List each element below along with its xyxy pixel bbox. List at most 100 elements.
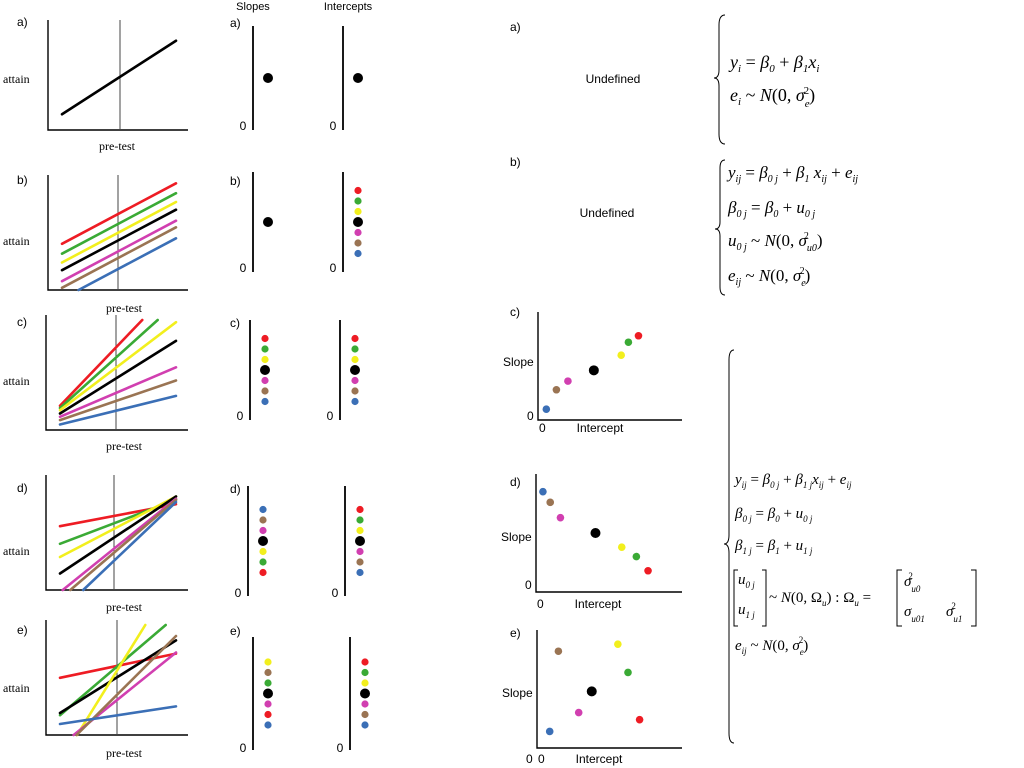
intercepts-b-dot-black [353, 217, 363, 227]
scatter-c-point-black [588, 365, 599, 376]
panel-e-y-label: attain [3, 681, 30, 695]
intercepts-a-zero: 0 [330, 119, 337, 133]
scatter-e-point-black [586, 686, 597, 697]
scatter-c-point-green [624, 338, 633, 347]
slopes-e-dot-black [263, 688, 273, 699]
scatter-d-point-brown [546, 498, 555, 507]
scatter-e-slope-label: Slope [502, 686, 533, 700]
panel-c-x-label: pre-test [106, 439, 143, 453]
slopes-c-dot-black [260, 365, 270, 375]
panel-e-line-green [58, 623, 167, 717]
slopes-d-dot-black [258, 536, 268, 546]
scatter-d-label: d) [510, 475, 521, 489]
scatter-c-point-red [634, 331, 643, 340]
panel-b: b) attain pre-test b) 0 0 [3, 172, 363, 315]
slopes-d-dot-magenta [259, 526, 267, 535]
panel-a-y-label: attain [3, 72, 30, 86]
model-b-brace [714, 159, 726, 296]
omega-right-bracket [971, 569, 977, 627]
panel-d-x-label: pre-test [106, 600, 143, 614]
panel-c-label: c) [17, 315, 27, 329]
panel-c-line-yellow [58, 320, 178, 412]
panel-a-axes [47, 20, 188, 131]
slopes-a-zero: 0 [240, 119, 247, 133]
panel-b-line-yellow [60, 200, 178, 264]
panel-d-line-brown [69, 498, 178, 592]
scatter-c-point-magenta [564, 377, 572, 385]
intercepts-e-dot-brown [361, 710, 369, 719]
panel-rows: a) attain pre-test a) 0 0 b) attain pre-test b) 0 0… [3, 15, 370, 760]
intercepts-c-dot-magenta [351, 376, 359, 385]
scatter-c: Slope 00 Intercept [503, 312, 682, 435]
panel-a-line-black [60, 39, 178, 116]
scatter-d: Slope 00 Intercept [501, 474, 682, 611]
panel-b-y-label: attain [3, 234, 30, 248]
scatter-c-point-brown [552, 385, 561, 394]
scatter-e-point-blue [545, 727, 554, 736]
model-cde-eq-4: ~ N(0, Ωu) : Ωu = [769, 590, 871, 608]
scatter-d-point-blue [539, 487, 547, 496]
scatter-b-undefined-text: Undefined [580, 206, 635, 220]
intercepts-b-dot-green [354, 197, 362, 205]
slopes-b-label: b) [230, 174, 241, 188]
panel-b-line-magenta [60, 219, 178, 283]
scatter-d-point-black [590, 528, 601, 538]
panel-b-label: b) [17, 173, 28, 187]
scatter-d-point-red [644, 566, 652, 575]
intercepts-a-dot-black [353, 73, 363, 83]
scatter-e-intercept-label: Intercept [576, 752, 623, 766]
scatter-e: Slope 0 0 Intercept [502, 630, 682, 766]
panel-c-line-magenta [58, 365, 178, 419]
panel-c-y-label: attain [3, 374, 30, 388]
intercepts-e-dot-red [361, 658, 369, 666]
scatter-b-label: b) [510, 155, 521, 169]
intercepts-c-dot-brown [351, 387, 359, 395]
slopes-e-dot-blue [264, 721, 272, 729]
slopes-e-dot-brown [264, 668, 272, 677]
intercepts-b-dot-red [354, 186, 362, 195]
slopes-c-label: c) [230, 316, 240, 330]
model-b-eq-2: β0 j = β0 + u0 j [727, 198, 815, 220]
model-a-equations: yi = β0 + β1xi ei ~ N(0, σe2) [713, 14, 819, 145]
intercepts-d-zero: 0 [332, 586, 339, 600]
slopes-c-dot-green [261, 345, 269, 353]
intercepts-d-dot-green [356, 516, 364, 524]
model-a-brace [713, 14, 726, 145]
panel-d: d) attain pre-test d) 0 0 [3, 475, 365, 614]
panel-c-line-red [58, 318, 144, 408]
scatter-a-undefined-text: Undefined [586, 72, 641, 86]
slopes-d-dot-red [259, 568, 267, 577]
scatter-d-slope-label: Slope [501, 530, 532, 544]
scatter-e-point-yellow [614, 640, 622, 648]
panel-a-label: a) [17, 15, 28, 29]
model-a-eq-1: yi = β0 + β1xi [728, 52, 819, 75]
panel-b-line-brown [60, 226, 178, 290]
slopes-e-dot-green [264, 679, 272, 687]
slopes-e-label: e) [230, 624, 241, 638]
intercepts-c-dot-yellow [351, 355, 359, 364]
scatter-e-point-magenta [574, 708, 583, 717]
scatter-d-axes [535, 474, 682, 593]
intercepts-header: Intercepts [324, 1, 373, 13]
model-cde-equations: yij = β0 j + β1 jxij + eij β0 j = β0 + u… [723, 349, 977, 744]
panel-b-x-label: pre-test [106, 301, 143, 315]
scatter-c-label: c) [510, 305, 520, 319]
slopes-c-dot-brown [261, 387, 269, 395]
slopes-a-dot-black [263, 73, 273, 83]
panel-b-line-black [60, 208, 178, 272]
model-b-equations: yij = β0 j + β1 xij + eij β0 j = β0 + u0… [714, 159, 858, 296]
panel-d-line-magenta [61, 497, 178, 592]
panel-b-line-green [60, 191, 178, 255]
scatter-c-point-yellow [617, 351, 625, 360]
vector-u-right-bracket [762, 569, 767, 627]
panel-a-x-label: pre-test [99, 139, 136, 153]
slopes-header: Slopes [236, 1, 270, 13]
scatter-d-point-green [632, 552, 641, 561]
model-cde-eq-5: eij ~ N(0, σe2) [735, 635, 808, 657]
panel-c-axes [45, 315, 188, 431]
scatter-e-zero-x: 0 [538, 752, 545, 766]
panel-b-line-blue [77, 237, 178, 292]
model-cde-brace [723, 349, 735, 744]
intercepts-e-dot-blue [361, 721, 369, 729]
